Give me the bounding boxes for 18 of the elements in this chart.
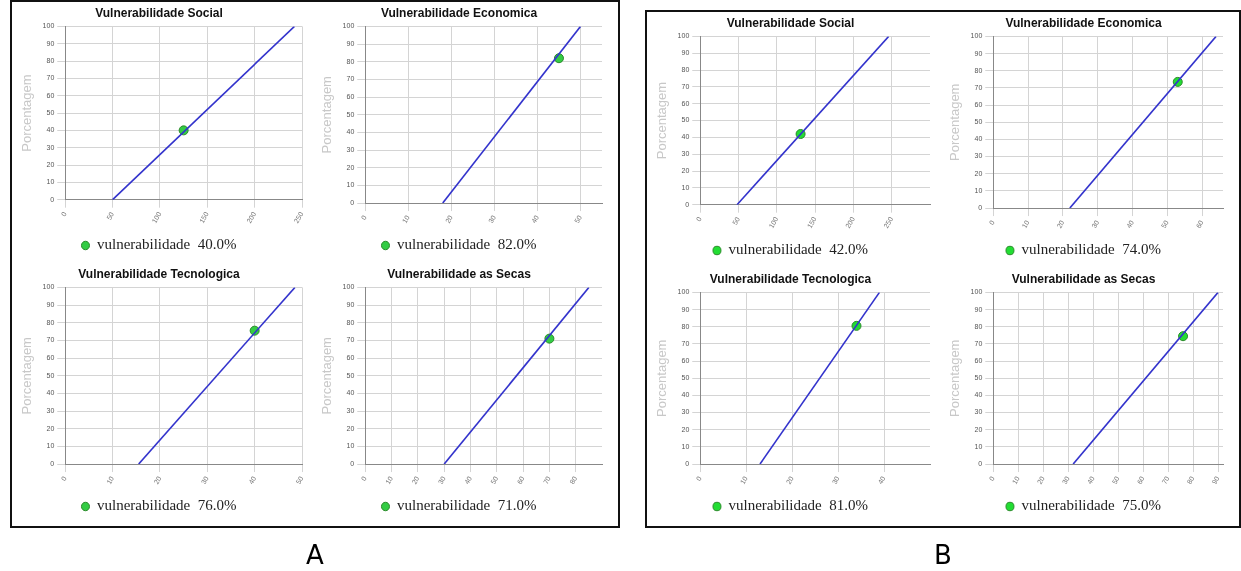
chart-title: Vulnerabilidade Social [95, 5, 223, 20]
chart-title: Vulnerabilidade Economica [1005, 15, 1162, 30]
text: B [933, 540, 953, 570]
legend-label: vulnerabilidade 40.0% [96, 236, 237, 253]
chart-title: Vulnerabilidade Social [726, 15, 855, 30]
legend-label: vulnerabilidade 76.0% [96, 497, 237, 514]
chart-title: Vulnerabilidade Tecnologica [78, 266, 241, 281]
chart-title: Vulnerabilidade Economica [380, 5, 538, 20]
chart-title: Vulnerabilidade as Secas [1011, 271, 1156, 286]
legend-label: vulnerabilidade 82.0% [396, 236, 537, 253]
chart-title: Vulnerabilidade Tecnologica [709, 271, 872, 286]
legend-label: vulnerabilidade 42.0% [728, 241, 869, 258]
legend-label: vulnerabilidade 81.0% [728, 497, 869, 514]
text: A [305, 540, 325, 570]
chart-title: Vulnerabilidade as Secas [387, 266, 532, 281]
legend-label: vulnerabilidade 75.0% [1021, 497, 1162, 514]
legend-label: vulnerabilidade 74.0% [1021, 241, 1162, 258]
legend-label: vulnerabilidade 71.0% [396, 497, 537, 514]
